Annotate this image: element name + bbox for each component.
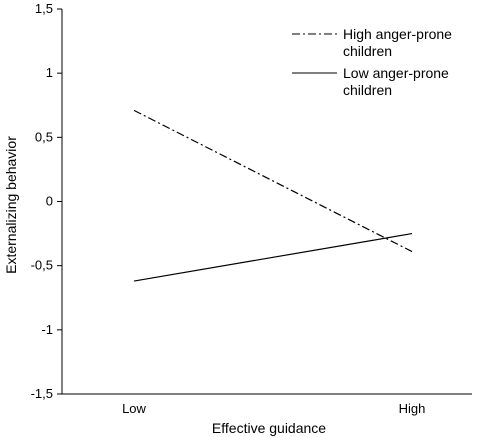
x-tick-label: High: [399, 401, 426, 416]
y-tick-label: 1,5: [35, 1, 53, 16]
y-tick-label: 0,5: [35, 129, 53, 144]
y-tick-group: -1,5 -1 -0,5 0 0,5 1 1,5: [31, 1, 62, 401]
legend: High anger-prone children Low anger-pron…: [292, 26, 452, 98]
series-line-low-anger: [133, 232, 413, 282]
y-tick-label: 0: [46, 194, 53, 209]
x-axis-title: Effective guidance: [212, 420, 326, 436]
legend-label-low-anger-line1: Low anger-prone: [343, 65, 449, 81]
series-group: [133, 109, 413, 282]
x-tick-group: Low High: [122, 401, 425, 416]
legend-label-low-anger-line2: children: [343, 82, 392, 98]
series-line-high-anger: [133, 109, 413, 253]
legend-label-high-anger-line2: children: [343, 43, 392, 59]
y-tick-label: -1,5: [31, 386, 53, 401]
x-tick-label: Low: [122, 401, 146, 416]
legend-label-high-anger-line1: High anger-prone: [343, 26, 452, 42]
y-tick-label: -0,5: [31, 258, 53, 273]
y-tick-label: 1: [46, 65, 53, 80]
y-axis-title: Externalizing behavior: [3, 136, 19, 274]
y-tick-label: -1: [41, 322, 53, 337]
